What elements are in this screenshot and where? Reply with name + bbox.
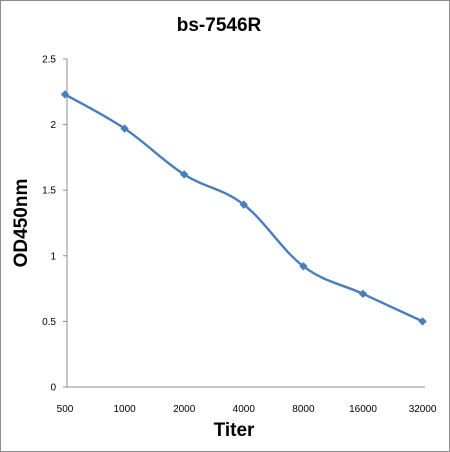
x-tick-label: 2000 [173,404,196,415]
x-tick-label: 8000 [292,404,315,415]
y-tick-label: 0.5 [42,317,56,328]
data-point [60,90,70,99]
x-tick-label: 1000 [113,404,136,415]
x-axis-title: Titer [214,420,255,441]
data-point [358,289,368,299]
x-tick-label: 500 [57,404,74,415]
y-tick-label: 2.5 [42,55,56,66]
y-axis-title: OD450nm [11,179,32,268]
data-point [120,124,129,133]
y-tick-label: 2 [50,120,56,131]
chart-title: bs-7546R [177,15,262,36]
y-tick-label: 1 [50,251,56,262]
data-point [239,200,248,209]
y-tick-label: 1.5 [42,186,56,197]
data-point [299,262,308,271]
x-tick-label: 32000 [409,404,437,415]
plot-area: 0 0.5 1 1.5 2 2.5 500 1000 2000 4000 8000 16000 3200… [42,55,437,416]
y-tick-label: 0 [50,383,56,394]
x-tick-label: 16000 [349,404,377,415]
data-point [180,170,189,179]
x-tick-label: 4000 [233,404,256,415]
data-point [418,317,427,326]
